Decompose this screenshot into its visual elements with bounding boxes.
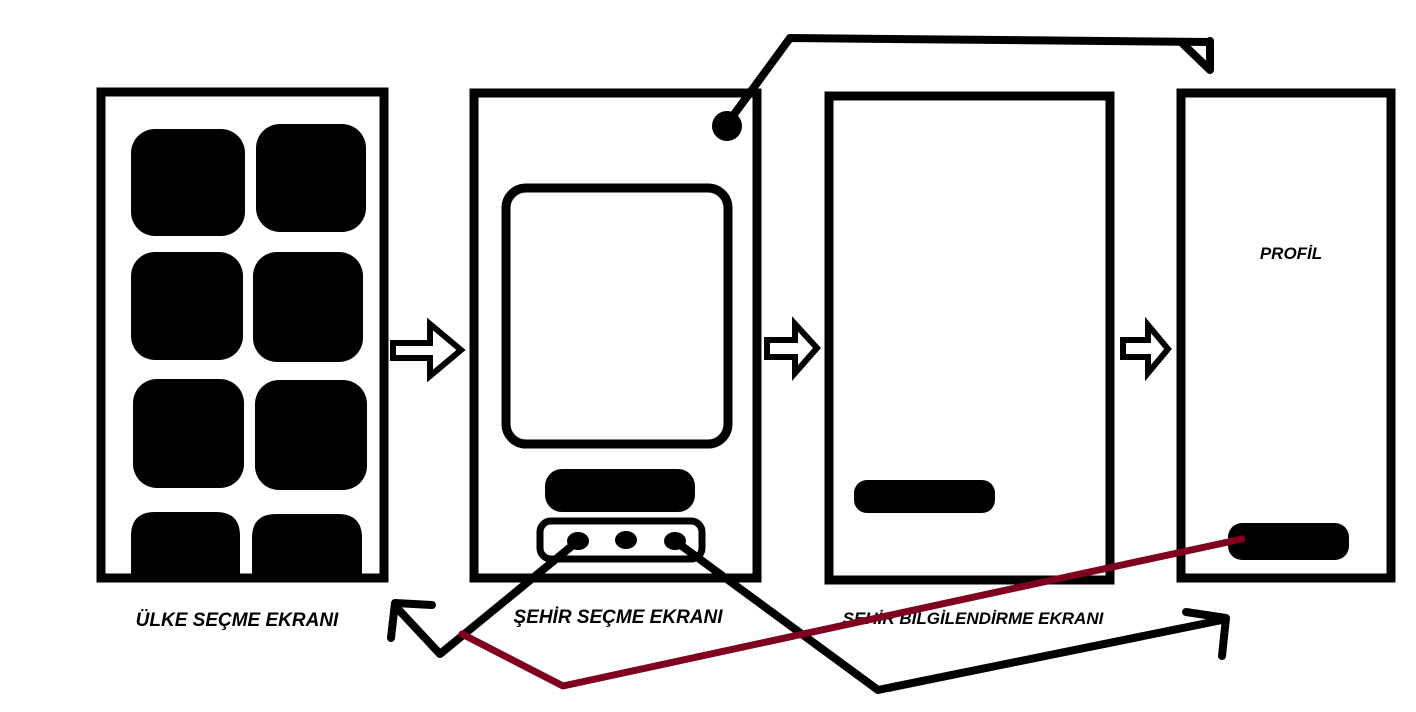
hollow-right-arrow-icon <box>390 317 466 383</box>
profile-link-line <box>723 34 1212 128</box>
country-tile[interactable] <box>131 252 243 360</box>
hollow-right-arrow-icon <box>1120 316 1172 382</box>
city-select-screen: ŞEHİR SEÇME EKRANI <box>469 88 762 628</box>
country-tile[interactable] <box>131 512 240 578</box>
country-grid <box>131 124 367 578</box>
city-image-panel <box>501 183 733 449</box>
profile-frame <box>1176 88 1396 583</box>
country-tile[interactable] <box>133 379 244 488</box>
country-select-label: ÜLKE SEÇME EKRANI <box>136 610 339 631</box>
profile-return-line <box>458 535 1246 690</box>
profile-screen: PROFİL <box>1176 88 1396 583</box>
back-link-line <box>393 537 582 658</box>
open-arrowhead-icon <box>1179 37 1214 74</box>
city-info-screen: ŞEHİR BİLGİLENDİRME EKRANI <box>824 91 1115 628</box>
pager-dot-middle[interactable] <box>615 531 637 549</box>
country-tile[interactable] <box>256 124 366 232</box>
select-city-button[interactable] <box>545 469 695 512</box>
country-tile[interactable] <box>253 252 363 362</box>
open-arrowhead-icon <box>1182 608 1230 660</box>
city-info-button[interactable] <box>854 480 995 513</box>
hollow-right-arrow-icon <box>764 316 822 381</box>
country-tile[interactable] <box>255 380 367 490</box>
open-arrowhead-icon <box>387 599 436 642</box>
city-select-label: ŞEHİR SEÇME EKRANI <box>513 607 723 628</box>
country-tile[interactable] <box>252 514 362 578</box>
country-select-screen: ÜLKE SEÇME EKRANI <box>96 87 389 631</box>
profile-button[interactable] <box>1228 523 1349 560</box>
profile-title: PROFİL <box>1260 244 1322 263</box>
forward-link-line <box>671 537 1226 694</box>
country-tile[interactable] <box>131 129 245 236</box>
